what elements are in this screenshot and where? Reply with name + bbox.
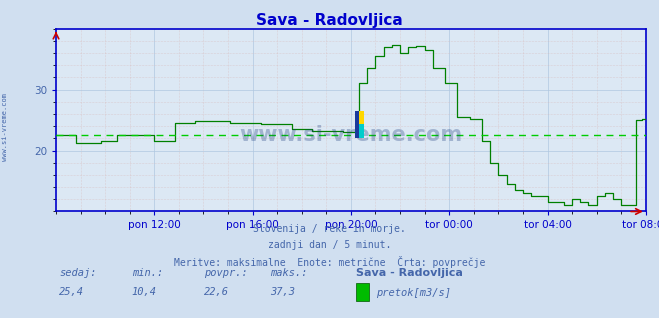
- Text: pretok[m3/s]: pretok[m3/s]: [376, 287, 451, 298]
- Text: min.:: min.:: [132, 268, 163, 278]
- Bar: [355, 111, 360, 138]
- Text: maks.:: maks.:: [270, 268, 308, 278]
- Text: 37,3: 37,3: [270, 287, 295, 297]
- Text: Slovenija / reke in morje.: Slovenija / reke in morje.: [253, 224, 406, 234]
- Text: www.si-vreme.com: www.si-vreme.com: [2, 93, 9, 161]
- Text: Meritve: maksimalne  Enote: metrične  Črta: povprečje: Meritve: maksimalne Enote: metrične Črta…: [174, 256, 485, 268]
- Text: 25,4: 25,4: [59, 287, 84, 297]
- Bar: [359, 111, 364, 126]
- Text: zadnji dan / 5 minut.: zadnji dan / 5 minut.: [268, 240, 391, 250]
- Text: Sava - Radovljica: Sava - Radovljica: [256, 13, 403, 28]
- Text: 22,6: 22,6: [204, 287, 229, 297]
- Text: 10,4: 10,4: [132, 287, 157, 297]
- Text: www.si-vreme.com: www.si-vreme.com: [239, 125, 463, 145]
- Text: sedaj:: sedaj:: [59, 268, 97, 278]
- Text: povpr.:: povpr.:: [204, 268, 248, 278]
- Bar: [359, 124, 364, 138]
- Text: Sava - Radovljica: Sava - Radovljica: [356, 268, 463, 278]
